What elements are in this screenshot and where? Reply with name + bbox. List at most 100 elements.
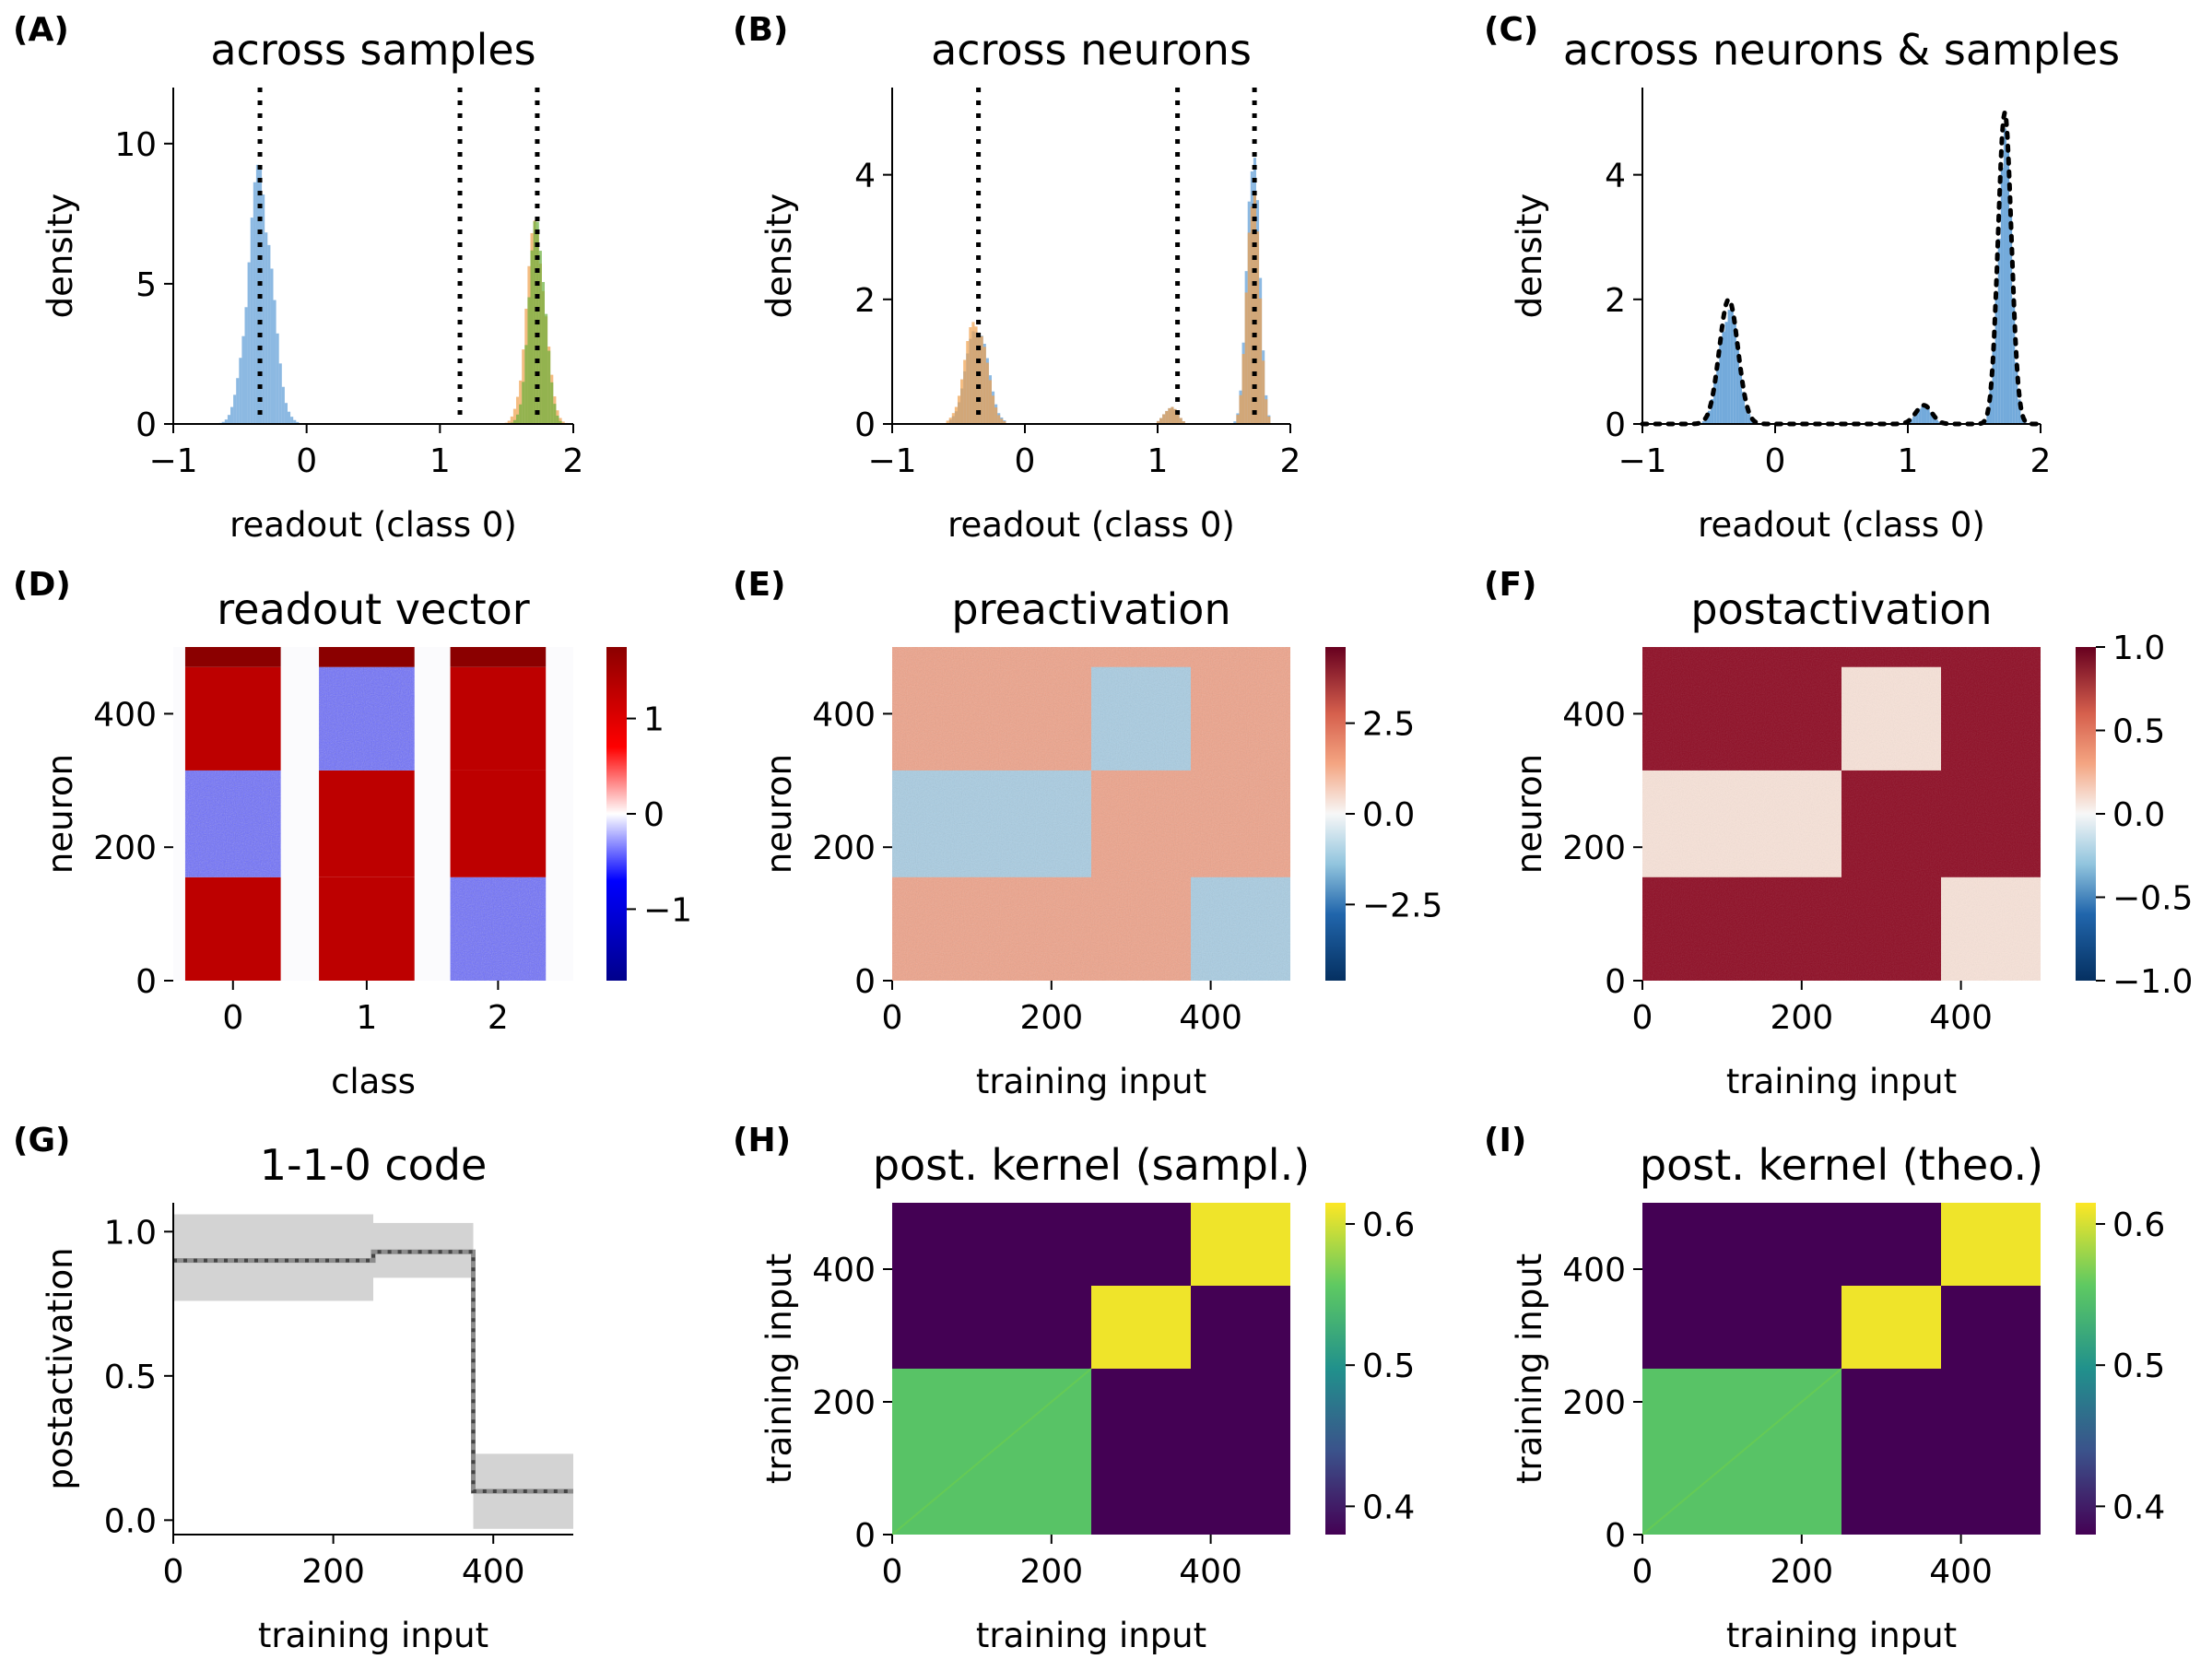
kernel-diagonal [891, 1368, 1092, 1535]
histogram-bar-class-1 [516, 396, 520, 424]
histogram-bar-sample-2 [966, 341, 970, 424]
panel-label: (H) [733, 1122, 791, 1159]
y-tick-label: 0.0 [104, 1502, 157, 1540]
histogram-bar-sample-2 [997, 415, 1001, 424]
y-tick-label: 0 [854, 963, 876, 1001]
x-axis-label: training input [976, 1616, 1206, 1655]
histogram-bar-class-2 [512, 419, 516, 424]
panel-g: (G) 1-1-0 code training input postactivatio… [13, 1122, 573, 1655]
histogram-bar [1742, 392, 1746, 424]
histogram-bar [1727, 310, 1731, 424]
histogram-bar-class-2 [553, 404, 557, 424]
histogram-bar-class-0 [288, 411, 291, 424]
readout-segment-texture [450, 877, 547, 981]
histogram-bar [1915, 413, 1919, 424]
panel-label: (A) [13, 11, 69, 49]
kernel-block [1091, 1286, 1191, 1369]
x-axis-label: training input [258, 1616, 488, 1655]
y-tick-label: 4 [854, 158, 876, 195]
panel-label: (I) [1484, 1122, 1526, 1159]
histogram-bar-class-2 [516, 414, 520, 424]
histogram-bar-class-2 [541, 281, 545, 424]
histogram-bar-sample-2 [1262, 360, 1265, 424]
panel-i: (I) post. kernel (theo.) training input tra… [1484, 1122, 2165, 1655]
kernel-block [1941, 1203, 2041, 1286]
x-tick-label: 200 [1019, 999, 1083, 1037]
histogram-bar [1912, 416, 1916, 424]
y-tick-label: 400 [812, 1252, 876, 1289]
panel-e: (E) preactivation training input neuron 0 200… [733, 566, 1442, 1101]
colorbar-tick-label: −1 [643, 891, 692, 929]
y-tick-label: 400 [812, 696, 876, 734]
histogram-bar [1707, 410, 1712, 424]
x-tick-label: −1 [148, 442, 197, 480]
histogram-bar-class-1 [561, 421, 565, 424]
histogram-bar-class-2 [519, 404, 523, 424]
histogram-bar [1735, 347, 1739, 424]
histogram-bar-sample-2 [963, 359, 967, 424]
x-tick-label: 1 [1147, 442, 1169, 480]
panel-title: readout vector [217, 584, 530, 634]
histogram-bar-class-0 [253, 182, 256, 424]
y-tick-label: 0 [135, 963, 157, 1001]
histogram-bar [1722, 331, 1725, 424]
histogram-bar [1745, 406, 1748, 424]
x-tick-label: 200 [1770, 1553, 1833, 1591]
panel-h: (H) post. kernel (sampl.) training input tr… [733, 1122, 1415, 1655]
colorbar [606, 647, 627, 981]
histogram-bar [1924, 406, 1927, 424]
x-axis-label: readout (class 0) [229, 505, 517, 545]
std-band [173, 1214, 373, 1301]
panel-title: across neurons [931, 25, 1252, 75]
histogram-bar [1926, 407, 1930, 424]
readout-segment [184, 666, 281, 771]
y-axis-label: postactivation [41, 1247, 80, 1489]
kernel-block [1191, 1203, 1290, 1286]
panel-a: (A) across samples readout (class 0) densit… [13, 11, 583, 545]
y-tick-label: 1.0 [104, 1214, 157, 1252]
x-tick-label: 1 [356, 999, 377, 1037]
histogram-bar [2006, 147, 2010, 424]
y-axis-label: density [41, 194, 80, 319]
x-tick-label: 2 [2030, 442, 2052, 480]
heatmap-noise-overlay [892, 647, 1290, 981]
colorbar-tick-label: 0 [643, 796, 665, 834]
x-tick-label: −1 [1618, 442, 1666, 480]
histogram-bar-sample-2 [974, 326, 978, 424]
histogram-bar-sample-2 [1162, 414, 1166, 424]
x-axis-label: readout (class 0) [1698, 505, 1985, 545]
readout-segment [319, 770, 415, 877]
histogram-bar [1730, 310, 1734, 424]
histogram-bar [1997, 239, 2001, 424]
histogram-bar-class-2 [547, 350, 551, 424]
histogram-bar-sample-2 [957, 395, 961, 424]
histogram-bar-sample-2 [982, 347, 986, 424]
histogram-bar-class-0 [284, 403, 288, 424]
y-tick-label: 200 [93, 830, 157, 867]
histogram-bar-sample-2 [1000, 418, 1004, 424]
colorbar-tick-label: 1 [643, 701, 665, 739]
histogram-bar-class-0 [241, 335, 245, 424]
histogram-bar [1701, 421, 1705, 424]
readout-segment [319, 647, 415, 667]
panel-label: (C) [1484, 11, 1538, 49]
histogram-bar-sample-2 [1003, 421, 1006, 424]
y-tick-label: 400 [1562, 696, 1626, 734]
histogram-bar-class-0 [230, 406, 234, 424]
x-axis-label: training input [1726, 1062, 1957, 1101]
y-tick-label: 0 [135, 406, 157, 444]
y-tick-label: 0 [854, 406, 876, 444]
histogram-bar-sample-2 [960, 379, 964, 424]
histogram-bar-sample-2 [1255, 231, 1260, 424]
x-tick-label: 2 [563, 442, 584, 480]
y-axis-label: training input [1510, 1253, 1549, 1484]
y-axis-label: neuron [41, 754, 80, 874]
histogram-bar-sample-2 [1156, 420, 1160, 424]
histogram-bar-class-0 [270, 268, 274, 424]
y-tick-label: 200 [812, 830, 876, 867]
x-tick-label: 1 [429, 442, 451, 480]
histogram-bar-class-0 [293, 419, 297, 424]
x-tick-label: 0 [296, 442, 317, 480]
colorbar-tick-label: 0.5 [2112, 1347, 2165, 1385]
histogram-bar [1994, 294, 1998, 424]
